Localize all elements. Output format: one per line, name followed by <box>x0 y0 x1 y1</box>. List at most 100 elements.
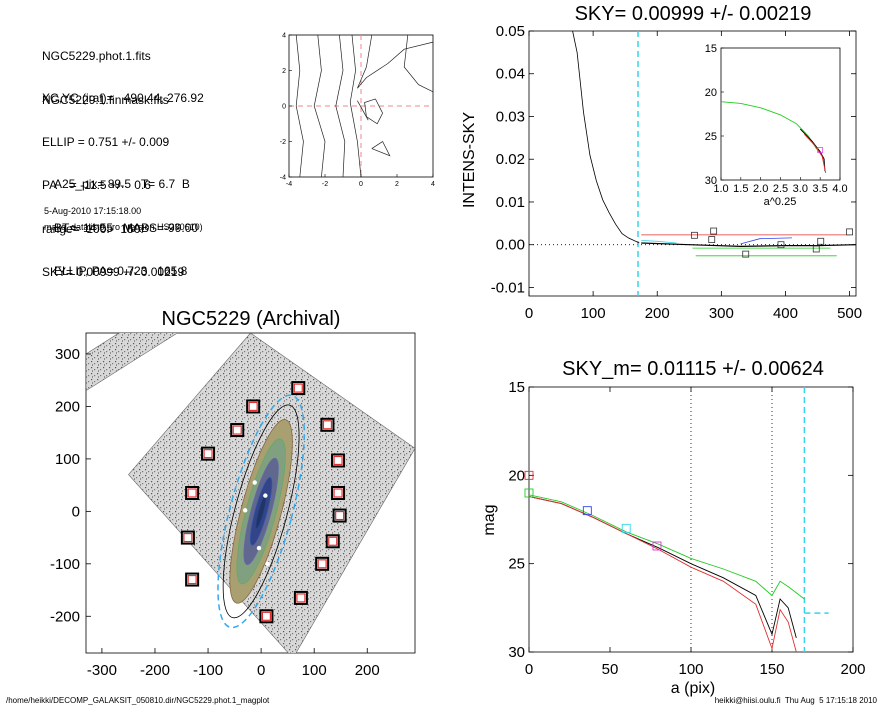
galaxy-ellipse <box>222 404 300 619</box>
sky-box <box>185 486 200 500</box>
inset-ytick-label: 20 <box>705 87 717 99</box>
image-ytick-label: 100 <box>55 451 80 468</box>
image-title: NGC5229 (Archival) <box>162 308 341 330</box>
sky-box-inner <box>261 611 272 621</box>
sky-box <box>332 508 347 523</box>
footer-path: /home/heikki/DECOMP_GALAKSIT_050810.dir/… <box>6 696 270 705</box>
image-panel: NGC5229 (Archival) -300 -200 -100 0 100 200 -2… <box>50 308 416 679</box>
mag-marker <box>652 541 662 551</box>
mag-xlabel: a (pix) <box>671 680 715 697</box>
sky-marker <box>777 241 785 249</box>
sky-box-inner <box>187 574 197 585</box>
sky-box <box>320 417 335 432</box>
footer-user-time: heikki@hiisi.oulu.fi Thu Aug 5 17:15:18 … <box>714 696 877 705</box>
sky-panel: SKY= 0.00999 +/- 0.00219 INTENS-SKY 0 100… <box>461 3 862 322</box>
contour-line <box>357 100 369 121</box>
sky-level-cyan <box>641 240 677 244</box>
mag-series-black <box>528 496 797 639</box>
sky-box-inner <box>333 488 343 498</box>
sky-xtick-label: 300 <box>709 305 734 322</box>
sky-marker <box>817 237 825 245</box>
contour-ytick-label: 4 <box>282 33 286 40</box>
mag-xtick-label: 0 <box>525 661 533 678</box>
image-xtick-label: -300 <box>87 662 117 679</box>
sky-box-inner <box>248 401 258 412</box>
sky-box <box>185 572 200 587</box>
sky-box-inner <box>328 536 338 546</box>
inset-black-line <box>799 128 826 172</box>
inset-ytick-label: 15 <box>705 43 717 55</box>
image-ytick-label: -200 <box>50 608 80 625</box>
mag-xtick-label: 200 <box>840 661 865 678</box>
sky-box <box>331 486 346 500</box>
mag-panel: SKY_m= 0.01115 +/- 0.00624 mag a (pix) 0… <box>481 358 866 697</box>
sky-ytick-label: 0.02 <box>496 151 525 168</box>
sky-marker <box>742 250 750 258</box>
contour-ytick-label: 2 <box>282 68 286 75</box>
mag-ytick-label: 15 <box>508 379 525 396</box>
sky-ytick-label: 0.00 <box>496 237 525 254</box>
contour-panel: -4 -2 0 2 4 -4 -2 0 2 4 <box>280 33 435 189</box>
image-strip <box>86 333 178 392</box>
param-ellip: ELLIP = 0.751 +/- 0.009 <box>42 134 170 149</box>
galaxy-ellipse <box>217 394 306 629</box>
mag-series-red <box>528 496 797 653</box>
star-mask <box>242 508 248 513</box>
mag-marker <box>582 506 592 516</box>
param-range: range= 100.- 150. <box>42 221 144 236</box>
mag-ytick-label: 25 <box>508 556 525 573</box>
param-ellip-pa: ELLIP, PA= 0.723 165.8 <box>54 264 188 278</box>
sky-box-inner <box>183 532 193 543</box>
sky-box-inner <box>333 455 343 466</box>
sky-box <box>315 556 330 571</box>
mag-marker <box>524 488 534 498</box>
contour-xtick-label: 2 <box>395 181 399 188</box>
sky-marker <box>812 245 820 253</box>
star-mask <box>263 493 268 498</box>
contour-xtick-label: -4 <box>286 181 292 188</box>
inset-xtick-label: 4.0 <box>832 183 847 195</box>
program-version: make_datalist0.pro (version HS230610) <box>44 222 203 232</box>
sky-frame <box>528 30 857 297</box>
image-xtick-label: 0 <box>257 662 265 679</box>
sky-box <box>259 609 274 624</box>
inset-red-line <box>803 133 827 174</box>
param-bt: BT= 14.55 MABS=-99.00 <box>54 220 199 235</box>
sky-marker <box>708 236 716 243</box>
param-xc-yc: XC,YC (iraf)= 490.44, 276.92 <box>42 91 204 105</box>
mag-marker <box>621 523 631 533</box>
sky-xtick-label: 500 <box>837 305 862 322</box>
contour-ytick-label: -2 <box>280 139 286 146</box>
sky-box <box>230 423 245 438</box>
inset-marker <box>817 147 824 153</box>
file-names: NGC5229.phot.1.fits NGC5229.1.finmask.fi… <box>42 20 169 122</box>
sky-box <box>325 534 340 549</box>
contour-line <box>335 34 346 178</box>
image-xtick-label: -200 <box>140 662 170 679</box>
star-mask <box>252 480 257 485</box>
image-ytick-label: 300 <box>55 346 80 363</box>
sky-series-line <box>572 30 640 244</box>
contour-ytick-label: -4 <box>280 175 286 182</box>
sky-xtick-label: 0 <box>525 305 533 322</box>
image-ytick-label: 200 <box>55 398 80 415</box>
sky-box-inner <box>232 425 242 435</box>
sky-inset: 1.0 1.5 2.0 2.5 3.0 3.5 4.0 15 20 25 30 a^0.25 <box>705 43 848 208</box>
contour-xtick-label: -2 <box>322 181 328 188</box>
contour-line <box>371 140 391 157</box>
sky-box-inner <box>335 510 345 521</box>
file-name-phot: NGC5229.phot.1.fits <box>42 49 151 63</box>
mag-ylabel: mag <box>481 504 498 535</box>
sky-box-inner <box>296 593 306 603</box>
contour-line <box>295 34 304 178</box>
mag-ytick-label: 20 <box>508 467 525 484</box>
sky-xtick-label: 400 <box>773 305 798 322</box>
mag-marker <box>524 470 534 480</box>
contour-line <box>357 34 434 89</box>
sky-xtick-label: 200 <box>645 305 670 322</box>
contour-line <box>364 98 383 125</box>
mag-xtick-label: 150 <box>759 661 784 678</box>
sky-box <box>201 446 216 461</box>
inset-ytick-label: 25 <box>705 131 717 143</box>
